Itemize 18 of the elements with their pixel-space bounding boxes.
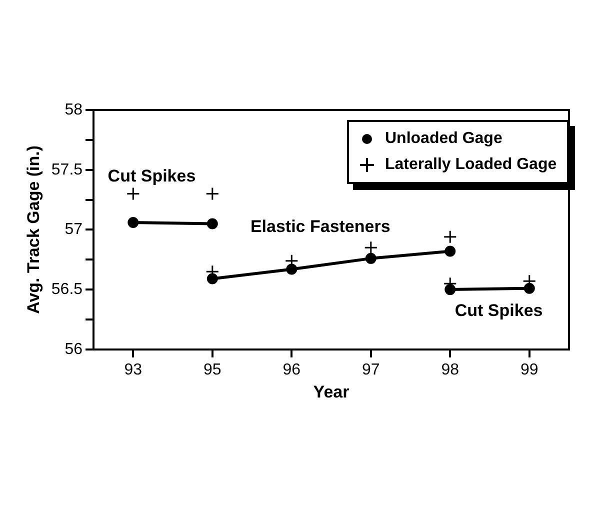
x-tick-label: 95 [204, 361, 222, 378]
x-tick-label: 96 [282, 361, 301, 378]
annotation: Cut Spikes [108, 166, 196, 186]
x-tick-label: 97 [362, 361, 380, 378]
x-tick-label: 99 [520, 361, 538, 378]
legend-label: Laterally Loaded Gage [385, 156, 557, 174]
y-tick-label: 58 [64, 101, 83, 118]
x-tick-label: 98 [441, 361, 460, 378]
annotation: Elastic Fasteners [250, 216, 390, 236]
y-axis-title: Avg. Track Gage (in.) [24, 145, 43, 314]
x-axis-title: Year [313, 382, 350, 402]
x-tick-label: 93 [124, 361, 142, 378]
y-tick-label: 57.5 [51, 161, 83, 178]
y-tick-label: 56 [64, 340, 83, 358]
y-tick-label: 57 [64, 221, 83, 238]
annotation: Cut Spikes [454, 300, 543, 320]
y-tick-label: 56.5 [51, 280, 83, 298]
legend-label: Unloaded Gage [385, 130, 502, 148]
